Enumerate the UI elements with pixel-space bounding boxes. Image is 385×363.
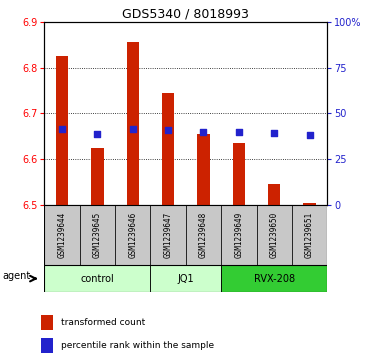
Bar (268, 184, 280, 205)
Point (165, 127, 171, 133)
Bar (56, 56, 68, 205)
Title: GDS5340 / 8018993: GDS5340 / 8018993 (122, 8, 249, 21)
Bar (221, 265, 327, 292)
Bar (44, 205, 80, 265)
Bar (186, 205, 221, 265)
Point (271, 130, 277, 136)
Text: GSM1239651: GSM1239651 (305, 212, 314, 258)
Bar (41, 315, 53, 330)
Text: GSM1239649: GSM1239649 (234, 212, 243, 258)
Bar (127, 42, 139, 205)
Text: GSM1239646: GSM1239646 (128, 212, 137, 258)
Bar (256, 205, 292, 265)
Text: percentile rank within the sample: percentile rank within the sample (61, 341, 214, 350)
Bar (44, 265, 151, 292)
Point (236, 129, 242, 135)
Text: RVX-208: RVX-208 (254, 274, 295, 284)
Point (94, 131, 100, 137)
Text: GSM1239648: GSM1239648 (199, 212, 208, 258)
Text: GSM1239650: GSM1239650 (270, 212, 279, 258)
Bar (41, 338, 53, 353)
Text: control: control (80, 274, 114, 284)
Point (130, 127, 136, 132)
Bar (197, 134, 210, 205)
Bar (91, 148, 104, 205)
Bar (221, 205, 256, 265)
Text: transformed count: transformed count (61, 318, 146, 327)
Text: agent: agent (2, 271, 30, 281)
Bar (151, 265, 221, 292)
Bar (303, 203, 316, 205)
Bar (151, 205, 186, 265)
Bar (80, 205, 115, 265)
Bar (292, 205, 327, 265)
Text: GSM1239647: GSM1239647 (164, 212, 172, 258)
Text: JQ1: JQ1 (177, 274, 194, 284)
Bar (233, 143, 245, 205)
Point (200, 129, 206, 135)
Text: GSM1239645: GSM1239645 (93, 212, 102, 258)
Text: GSM1239644: GSM1239644 (57, 212, 67, 258)
Bar (115, 205, 151, 265)
Bar (162, 93, 174, 205)
Point (306, 132, 313, 138)
Point (59, 127, 65, 132)
